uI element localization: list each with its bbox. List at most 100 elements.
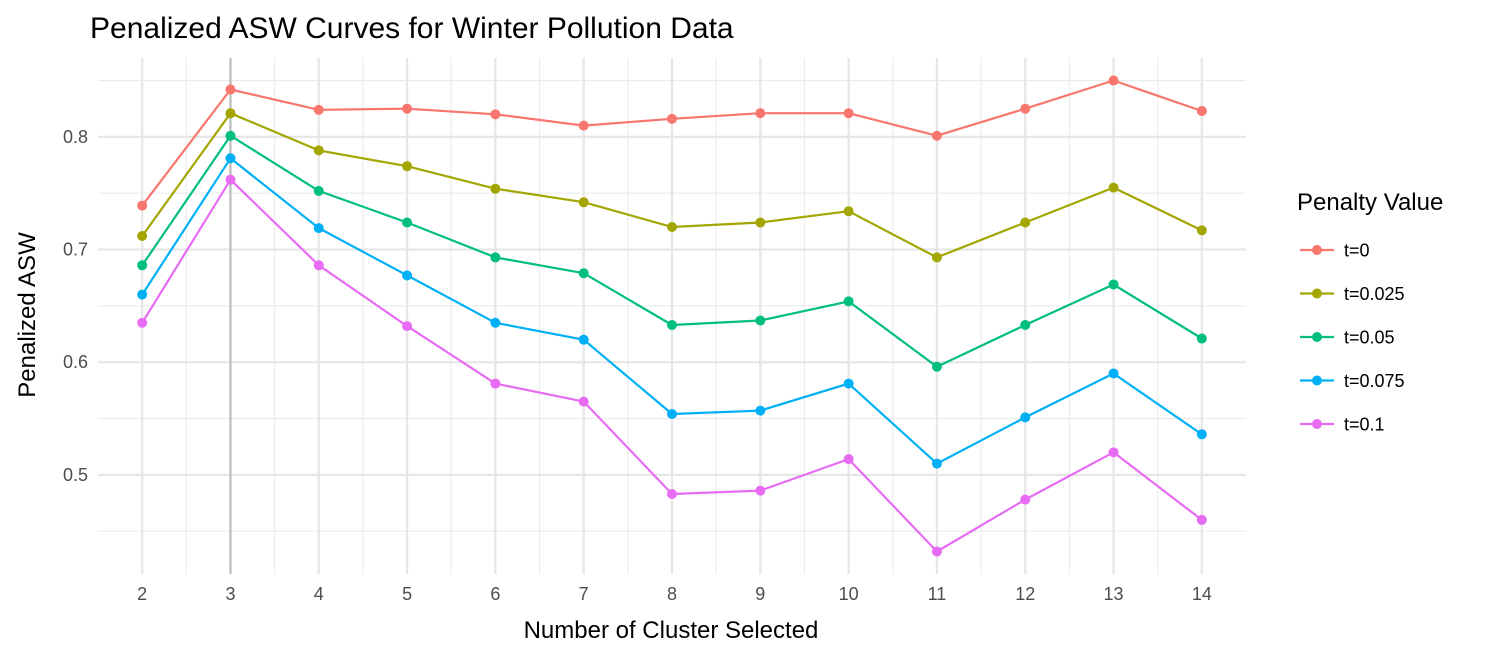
legend-item: t=0 (1300, 241, 1370, 261)
data-point (1196, 225, 1207, 236)
y-tick-label: 0.7 (63, 240, 88, 260)
data-point (313, 104, 324, 115)
data-point (755, 485, 766, 496)
data-point (313, 260, 324, 271)
legend-marker (1312, 288, 1322, 299)
series-3 (137, 130, 1207, 372)
data-point (755, 108, 766, 119)
x-tick-label: 10 (839, 584, 859, 604)
x-tick-label: 8 (667, 584, 677, 604)
legend-item: t=0.025 (1300, 284, 1405, 304)
data-point (667, 489, 677, 500)
data-point (1108, 182, 1119, 193)
data-point (1196, 105, 1207, 116)
x-tick-label: 4 (314, 584, 324, 604)
data-point (225, 153, 236, 164)
data-point (843, 206, 854, 217)
series-1 (137, 75, 1207, 211)
legend-marker (1312, 245, 1322, 255)
data-point (931, 458, 942, 469)
data-point (137, 231, 148, 242)
series-5 (137, 174, 1207, 557)
legend-label: t=0.1 (1344, 415, 1385, 435)
data-point (313, 185, 324, 196)
data-point (137, 260, 148, 271)
y-axis-ticks: 0.5 0.6 0.7 0.8 (63, 127, 88, 485)
series-4 (137, 153, 1207, 469)
data-point (1108, 75, 1119, 86)
y-tick-label: 0.5 (63, 465, 88, 485)
data-point (225, 108, 236, 119)
data-point (1196, 514, 1207, 525)
x-tick-label: 6 (490, 584, 500, 604)
y-axis-title: Penalized ASW (14, 232, 41, 398)
x-tick-label: 2 (137, 584, 147, 604)
legend-marker (1312, 375, 1322, 386)
data-point (667, 113, 677, 124)
data-point (313, 145, 324, 156)
data-point (578, 396, 589, 407)
series-layer (137, 75, 1207, 557)
data-point (755, 217, 766, 228)
data-point (225, 174, 236, 185)
legend-marker (1312, 332, 1322, 342)
x-axis-title: Number of Cluster Selected (524, 617, 819, 644)
x-tick-label: 14 (1192, 584, 1212, 604)
data-point (402, 217, 413, 228)
x-tick-label: 3 (225, 584, 235, 604)
data-point (402, 270, 413, 281)
legend-marker (1312, 419, 1322, 429)
y-tick-label: 0.8 (63, 127, 88, 147)
legend-label: t=0.025 (1344, 284, 1405, 304)
x-tick-label: 5 (402, 584, 412, 604)
data-point (578, 334, 589, 345)
data-point (578, 197, 589, 208)
data-point (1020, 412, 1031, 423)
data-point (1108, 279, 1119, 290)
data-point (755, 315, 766, 326)
data-point (1108, 368, 1119, 379)
x-axis-ticks: 2 3 4 5 6 7 8 9 10 11 12 13 14 (137, 584, 1212, 604)
y-tick-label: 0.6 (63, 352, 88, 372)
data-point (490, 378, 501, 389)
x-tick-label: 9 (755, 584, 765, 604)
data-point (1196, 333, 1207, 344)
legend-label: t=0.075 (1344, 371, 1405, 391)
data-point (490, 252, 501, 263)
data-point (225, 130, 236, 141)
legend-item: t=0.075 (1300, 371, 1405, 391)
data-point (931, 130, 942, 141)
data-point (313, 223, 324, 234)
data-point (402, 161, 413, 172)
data-point (490, 109, 501, 120)
data-point (402, 103, 413, 114)
data-point (755, 405, 766, 416)
legend-label: t=0 (1344, 241, 1370, 261)
data-point (931, 252, 942, 263)
legend: Penalty Value t=0 t=0.025 t=0.05 t=0.075 t=0… (1297, 189, 1443, 435)
data-point (578, 120, 589, 131)
data-point (1196, 429, 1207, 440)
data-point (137, 317, 148, 328)
data-point (931, 546, 942, 557)
legend-label: t=0.05 (1344, 328, 1395, 348)
data-point (1108, 447, 1119, 458)
data-point (225, 84, 236, 95)
data-point (1020, 494, 1031, 505)
data-point (578, 268, 589, 279)
data-point (667, 409, 677, 420)
x-tick-label: 12 (1015, 584, 1035, 604)
data-point (931, 361, 942, 372)
x-tick-label: 7 (579, 584, 589, 604)
x-tick-label: 11 (928, 584, 947, 604)
x-tick-label: 13 (1104, 584, 1124, 604)
data-point (667, 320, 677, 331)
data-point (843, 454, 854, 465)
data-point (137, 200, 148, 211)
data-point (490, 317, 501, 328)
data-point (490, 183, 501, 194)
chart-title: Penalized ASW Curves for Winter Pollutio… (90, 12, 734, 45)
legend-item: t=0.05 (1300, 328, 1395, 348)
data-point (1020, 217, 1031, 228)
